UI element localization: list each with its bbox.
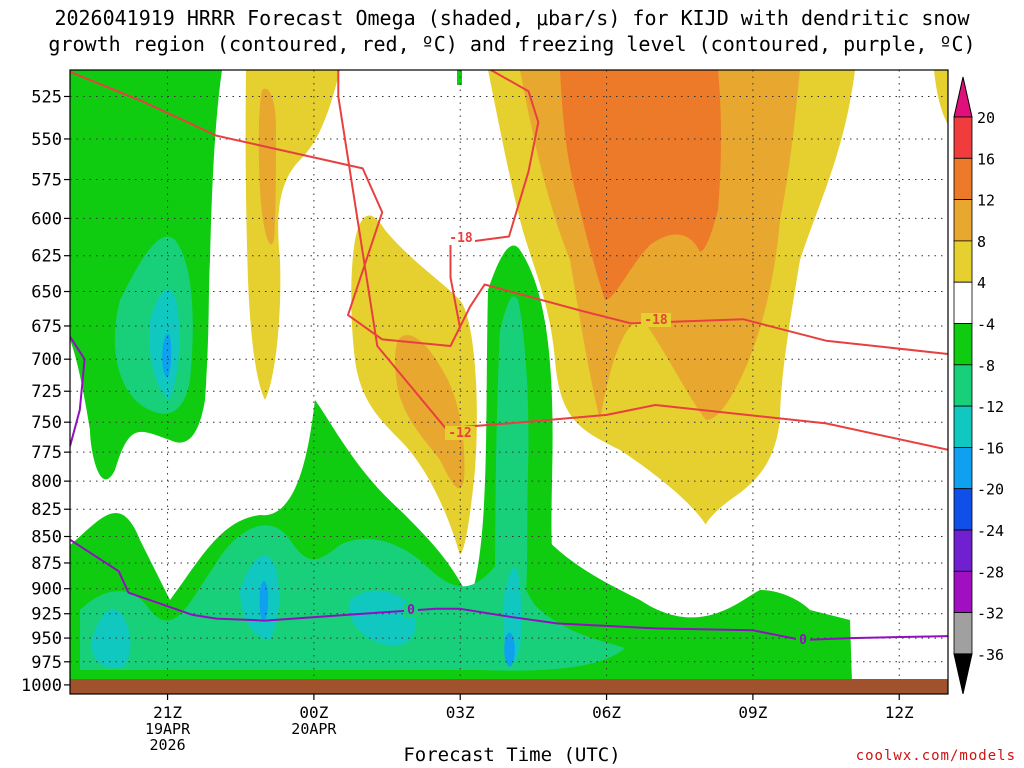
colorbar-swatch (953, 240, 973, 283)
contour-label-minus12: -12 (448, 426, 471, 441)
colorbar-swatch (953, 157, 973, 201)
colorbar-extend-bottom (953, 653, 973, 695)
y-tick-label: 850 (31, 527, 62, 547)
omega-region-gold-2 (395, 334, 465, 489)
contour-label-minus18-b: -18 (644, 313, 668, 328)
contour-line-0 (70, 538, 948, 641)
x-axis-label: Forecast Time (UTC) (403, 744, 621, 766)
colorbar-label: -28 (977, 563, 1004, 581)
omega-region-cyan-1 (91, 609, 131, 668)
colorbar-label: 12 (977, 192, 995, 210)
y-tick-label: 650 (31, 283, 62, 303)
y-tick-label: 975 (31, 653, 62, 673)
colorbar-label: 4 (977, 274, 986, 292)
omega-region-cyan-3 (349, 590, 416, 646)
colorbar-swatch (953, 116, 973, 159)
y-tick-label: 950 (31, 629, 62, 649)
contour-label-zero-b: 0 (799, 633, 807, 648)
y-tick-label: 750 (31, 413, 62, 433)
colorbar-swatch (953, 281, 973, 324)
y-tick-label: 825 (31, 500, 62, 520)
colorbar-swatch (953, 488, 973, 531)
y-tick-label: 675 (31, 317, 62, 337)
colorbar-swatch (953, 446, 973, 490)
omega-region-blue-3 (504, 632, 515, 667)
y-tick-label: 800 (31, 472, 62, 492)
contours (70, 70, 948, 641)
colorbar-label: -16 (977, 439, 1004, 457)
x-tick-label: 06Z (592, 703, 621, 722)
y-tick-label: 700 (31, 350, 62, 370)
plot-border (69, 69, 949, 695)
contour-line-minus18 (449, 70, 540, 329)
contour-label-zero-a: 0 (407, 603, 415, 618)
omega-region-seagreen-mid (495, 296, 529, 640)
omega-region-blue-1 (162, 333, 172, 378)
colorbar-label: -20 (977, 481, 1004, 499)
x-tick-label: 09Z (738, 703, 767, 722)
colorbar-label: -32 (977, 605, 1004, 623)
omega-region-seagreen-low (80, 525, 625, 671)
colorbar-label: -4 (977, 316, 995, 334)
y-tick-label: 900 (31, 580, 62, 600)
y-tick-label: 925 (31, 605, 62, 625)
x-tick-label: 19APR (145, 720, 191, 738)
ground-terrain-strip (70, 679, 948, 694)
colorbar-label: 20 (977, 109, 995, 127)
y-tick-label: 625 (31, 247, 62, 267)
y-tick-label: 1000 (21, 676, 62, 696)
y-tick-label: 875 (31, 554, 62, 574)
y-tick-label: 725 (31, 382, 62, 402)
y-tick-label: 525 (31, 87, 62, 107)
x-tick-label: 21Z (153, 703, 182, 722)
x-tick-label: 12Z (885, 703, 914, 722)
colorbar-label: 16 (977, 150, 995, 168)
omega-shading (70, 70, 948, 682)
colorbar-label: -12 (977, 398, 1004, 416)
contour-line-0 (70, 336, 86, 447)
omega-region-orange (560, 70, 721, 300)
contour-line-minus12 (337, 70, 948, 451)
contour-line-minus18 (70, 70, 948, 355)
omega-region-gold-1 (258, 88, 276, 245)
colorbar-swatch (953, 529, 973, 572)
colorbar-label: 8 (977, 233, 986, 251)
x-tick-label: 20APR (291, 720, 337, 738)
y-tick-label: 575 (31, 171, 62, 191)
y-axis: 525 550 575 600 625 650 675 700 725 750 775 800 825 8… (21, 87, 70, 696)
x-tick-label: 00Z (299, 703, 328, 722)
colorbar-swatch (953, 364, 973, 407)
y-tick-label: 775 (31, 443, 62, 463)
y-tick-label: 550 (31, 130, 62, 150)
omega-region-yellow-topright (934, 70, 948, 125)
x-tick-label: 2026 (149, 736, 185, 754)
gridlines (70, 70, 948, 694)
colorbar-swatch (953, 612, 973, 655)
chart-title-line1: 2026041919 HRRR Forecast Omega (shaded, … (54, 6, 970, 30)
chart-title-line2: growth region (contoured, red, ºC) and f… (48, 32, 976, 56)
omega-region-green-top (457, 70, 462, 85)
colorbar-label: -36 (977, 646, 1004, 664)
omega-region-blue-2 (259, 581, 269, 622)
colorbar-label: -24 (977, 522, 1004, 540)
contour-labels: -18 -18 -12 0 0 (404, 231, 810, 648)
colorbar-swatch (953, 570, 973, 613)
colorbar-label: -8 (977, 357, 995, 375)
source-credit: coolwx.com/models (855, 748, 1016, 764)
colorbar-swatch (953, 323, 973, 366)
colorbar-swatch (953, 199, 973, 242)
colorbar-extend-top (953, 76, 973, 118)
y-tick-label: 600 (31, 209, 62, 229)
colorbar-swatch (953, 405, 973, 448)
colorbar: 20 16 12 8 4 -4 -8 -12 -16 -20 -24 -28 -32 -36 (953, 76, 1004, 695)
x-tick-label: 03Z (446, 703, 475, 722)
contour-label-minus18-a: -18 (449, 231, 473, 246)
